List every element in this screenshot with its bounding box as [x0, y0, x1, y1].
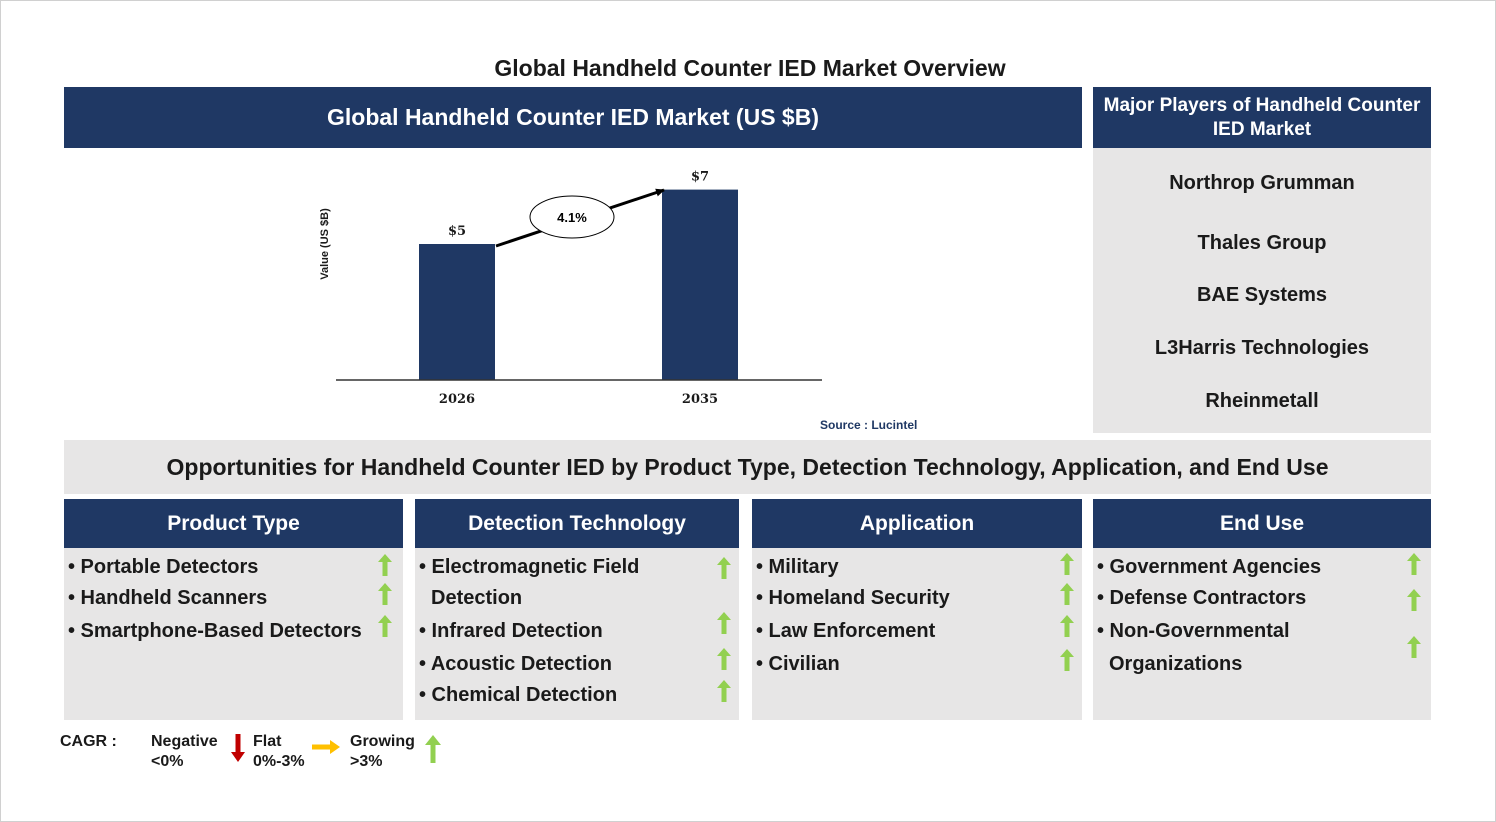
chart-source: Source : Lucintel	[820, 418, 918, 432]
y-axis-label: Value (US $B)	[319, 208, 331, 280]
growth-arrow-icon	[717, 648, 731, 670]
players-panel-header: Major Players of Handheld Counter IED Ma…	[1093, 87, 1431, 148]
growth-arrow-icon	[1060, 553, 1074, 575]
up-arrow-icon	[425, 735, 441, 763]
list-item: • Non-Governmental	[1097, 620, 1290, 642]
growth-arrow-icon	[1407, 589, 1421, 611]
list-item: Organizations	[1109, 653, 1243, 675]
bar-value-label: $7	[691, 170, 709, 185]
growth-arrow-icon	[717, 680, 731, 702]
list-item: • Chemical Detection	[419, 684, 618, 706]
list-item: • Portable Detectors	[68, 556, 259, 578]
bar-2026	[419, 244, 495, 380]
list-item: • Military	[756, 556, 839, 578]
list-item: • Defense Contractors	[1097, 587, 1307, 609]
player-item: Rheinmetall	[1205, 390, 1319, 412]
player-item: L3Harris Technologies	[1154, 337, 1370, 359]
player-item: Thales Group	[1197, 232, 1327, 254]
growth-arrow-icon	[378, 583, 392, 605]
product-type-list: • Portable Detectors • Handheld Scanners…	[64, 548, 403, 720]
list-item: • Handheld Scanners	[68, 587, 268, 609]
down-arrow-icon	[231, 734, 245, 762]
list-item: • Acoustic Detection	[419, 653, 612, 675]
legend-negative-line2: <0%	[151, 753, 184, 770]
end-use-list: • Government Agencies • Defense Contract…	[1093, 548, 1431, 720]
list-item: • Homeland Security	[756, 587, 950, 609]
players-list: Northrop Grumman Thales Group BAE System…	[1093, 148, 1431, 433]
legend-flat-line2: 0%-3%	[253, 753, 305, 770]
list-item: Detection	[431, 587, 523, 609]
player-item: Northrop Grumman	[1169, 172, 1355, 194]
legend-growing-line2: >3%	[350, 753, 383, 770]
growth-arrow-icon	[1060, 583, 1074, 605]
growth-arrow-icon	[1060, 649, 1074, 671]
growth-arrow-icon	[378, 554, 392, 576]
legend-negative-label: Negative <0%	[151, 732, 218, 772]
legend-label: CAGR :	[60, 733, 117, 750]
x-tick-label: 2035	[682, 392, 718, 407]
cagr-label: 4.1%	[557, 210, 587, 225]
opportunities-title: Opportunities for Handheld Counter IED b…	[64, 440, 1431, 494]
bar-2035	[662, 189, 738, 380]
legend-growing-label: Growing >3%	[350, 732, 415, 772]
growth-arrow-icon	[717, 557, 731, 579]
x-tick-label: 2026	[439, 392, 475, 407]
chart-panel-header: Global Handheld Counter IED Market (US $…	[64, 87, 1082, 148]
list-item: • Government Agencies	[1097, 556, 1322, 578]
application-header: Application	[752, 499, 1082, 548]
list-item: • Law Enforcement	[756, 620, 936, 642]
list-item: • Electromagnetic Field	[419, 556, 640, 578]
legend-flat-label: Flat 0%-3%	[253, 732, 305, 772]
detection-technology-list: • Electromagnetic Field Detection • Infr…	[415, 548, 739, 720]
page-title: Global Handheld Counter IED Market Overv…	[494, 55, 1006, 81]
bars-layer: $5 2026 $7 2035	[419, 170, 738, 407]
end-use-header: End Use	[1093, 499, 1431, 548]
legend-growing-line1: Growing	[350, 733, 415, 750]
product-type-header: Product Type	[64, 499, 403, 548]
bar-value-label: $5	[448, 224, 466, 239]
player-item: BAE Systems	[1196, 284, 1328, 306]
growth-arrow-icon	[378, 615, 392, 637]
application-list: • Military • Homeland Security • Law Enf…	[752, 548, 1082, 720]
detection-technology-header: Detection Technology	[415, 499, 739, 548]
list-item: • Smartphone-Based Detectors	[68, 620, 362, 642]
legend-flat-line1: Flat	[253, 733, 282, 750]
right-arrow-icon	[312, 740, 340, 754]
legend-negative-line1: Negative	[151, 733, 218, 750]
growth-arrow-icon	[717, 612, 731, 634]
growth-arrow-icon	[1407, 636, 1421, 658]
growth-arrow-icon	[1060, 615, 1074, 637]
list-item: • Civilian	[756, 653, 840, 675]
growth-arrow-icon	[1407, 553, 1421, 575]
cagr-bubble	[529, 195, 615, 239]
bar-chart: Value (US $B) $5 2026 $7 2035 4.1%	[319, 170, 822, 407]
list-item: • Infrared Detection	[419, 620, 603, 642]
